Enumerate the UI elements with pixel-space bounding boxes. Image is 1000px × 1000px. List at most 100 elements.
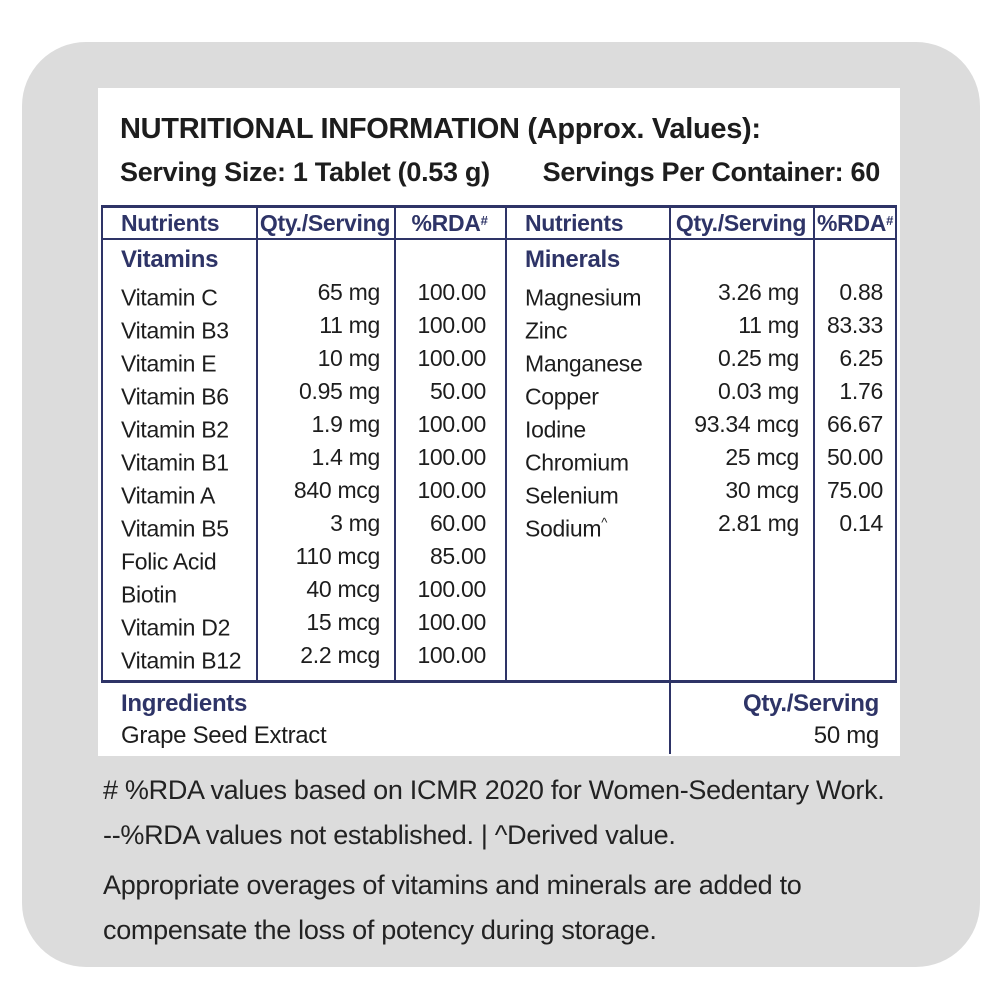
nutrient-row: Vitamin B12 2.2 mcg 100.00 [101, 639, 505, 674]
ingredients-label: Ingredients [121, 690, 248, 717]
servings-per-container: Servings Per Container: 60 [542, 157, 881, 187]
nutrition-card: NUTRITIONAL INFORMATION (Approx. Values)… [98, 88, 900, 756]
nutrient-rda: 85.00 [429, 543, 486, 569]
ingredient-row: Grape Seed Extract 50 mg [101, 719, 897, 753]
nutrient-row: Vitamin A 840 mcg 100.00 [101, 474, 505, 509]
nutrient-rda: 100.00 [417, 477, 486, 503]
nutrient-qty: 1.9 mg [311, 411, 380, 437]
nutrient-row: Copper 0.03 mg 1.76 [505, 375, 897, 410]
rda-hash-mark: # [886, 213, 894, 228]
nutrient-row: Vitamin B6 0.95 mg 50.00 [101, 375, 505, 410]
nutrient-rda: 66.67 [826, 411, 883, 437]
nutrient-row: Sodium^ 2.81 mg 0.14 [505, 507, 897, 542]
nutrient-rda: 6.25 [839, 345, 883, 371]
nutrient-qty: 93.34 mcg [694, 411, 799, 437]
footnote-overages-line2: compensate the loss of potency during st… [103, 915, 657, 945]
nutrient-row: Vitamin E 10 mg 100.00 [101, 342, 505, 377]
nutrient-name: Vitamin B1 [121, 449, 229, 476]
nutrient-rda: 50.00 [826, 444, 883, 470]
nutrient-row: Vitamin B1 1.4 mg 100.00 [101, 441, 505, 476]
nutrient-rda: 50.00 [429, 378, 486, 404]
footnotes: # %RDA values based on ICMR 2020 for Wom… [103, 768, 963, 953]
nutrient-rda: 75.00 [826, 477, 883, 503]
minerals-section: Minerals Magnesium 3.26 mg 0.88 Zinc [505, 240, 897, 680]
nutrient-qty: 11 mg [738, 312, 799, 338]
nutrient-name: Selenium [525, 482, 619, 509]
nutrient-row: Vitamin D2 15 mcg 100.00 [101, 606, 505, 641]
nutrient-row: Manganese 0.25 mg 6.25 [505, 342, 897, 377]
column-header-rda-left: %RDA# [411, 210, 488, 236]
nutrient-qty: 0.95 mg [298, 378, 380, 404]
serving-size: Serving Size: 1 Tablet (0.53 g) [120, 157, 490, 187]
nutrition-table: Nutrients Qty./Serving %RDA# Nutrients Q… [101, 205, 897, 680]
nutrient-qty: 0.03 mg [717, 378, 799, 404]
nutrient-rda: 100.00 [417, 312, 486, 338]
column-divider [256, 205, 258, 680]
nutrient-name: Vitamin B6 [121, 383, 229, 410]
nutrient-row: Vitamin C 65 mg 100.00 [101, 276, 505, 311]
ingredients-header-row: Ingredients Qty./Serving [101, 683, 897, 719]
footnote-overages-line1: Appropriate overages of vitamins and min… [103, 870, 802, 900]
ingredients-rows: Grape Seed Extract 50 mg [101, 719, 897, 753]
column-header-qty-right: Qty./Serving [675, 210, 807, 236]
label-panel: NUTRITIONAL INFORMATION (Approx. Values)… [22, 42, 980, 967]
nutrient-name: Magnesium [525, 284, 642, 311]
nutrient-row: Vitamin B5 3 mg 60.00 [101, 507, 505, 542]
nutrient-qty: 2.2 mcg [300, 642, 380, 668]
nutrient-qty: 3 mg [330, 510, 380, 536]
nutrient-name: Manganese [525, 350, 643, 377]
column-divider [394, 205, 396, 680]
nutrient-name: Zinc [525, 317, 568, 344]
nutrient-name: Vitamin B12 [121, 647, 242, 674]
group-header-vitamins: Vitamins [121, 246, 219, 273]
nutrient-qty: 30 mcg [725, 477, 799, 503]
nutrient-row: Vitamin B3 11 mg 100.00 [101, 309, 505, 344]
footnote-not-established: --%RDA values not established. | ^Derive… [103, 820, 676, 850]
nutrient-row: Vitamin B2 1.9 mg 100.00 [101, 408, 505, 443]
nutrient-row: Chromium 25 mcg 50.00 [505, 441, 897, 476]
nutrient-qty: 3.26 mg [717, 279, 799, 305]
vitamins-rows: Vitamin C 65 mg 100.00 Vitamin B3 11 mg … [101, 276, 505, 674]
nutrient-name: Vitamin D2 [121, 614, 231, 641]
vitamins-section: Vitamins Vitamin C 65 mg 100.00 Vitamin … [101, 240, 505, 680]
nutrient-rda: 100.00 [417, 576, 486, 602]
nutrient-name: Biotin [121, 581, 177, 608]
nutrient-name: Vitamin B2 [121, 416, 229, 443]
nutrient-qty: 2.81 mg [717, 510, 799, 536]
nutrient-qty: 110 mcg [295, 543, 381, 569]
nutrient-name: Chromium [525, 449, 629, 476]
column-divider [813, 205, 815, 680]
ingredient-qty: 50 mg [813, 722, 880, 749]
group-header-minerals: Minerals [525, 246, 620, 273]
table-top-border [101, 205, 897, 208]
ingredients-section: Ingredients Qty./Serving Grape Seed Extr… [101, 680, 897, 754]
nutrient-name: Vitamin E [121, 350, 217, 377]
nutrient-rda: 100.00 [417, 609, 486, 635]
ingredients-divider [669, 683, 671, 754]
nutrient-qty: 11 mg [319, 312, 380, 338]
table-body: Vitamins Vitamin C 65 mg 100.00 Vitamin … [101, 240, 897, 680]
minerals-rows: Magnesium 3.26 mg 0.88 Zinc 11 mg 83.33 [505, 276, 897, 542]
nutrient-row: Zinc 11 mg 83.33 [505, 309, 897, 344]
column-header-qty-left: Qty./Serving [259, 210, 391, 236]
nutrient-qty: 840 mcg [293, 477, 380, 503]
derived-value-mark: ^ [601, 515, 607, 530]
column-header-rda-right: %RDA# [816, 210, 894, 236]
footnote-rda-basis: # %RDA values based on ICMR 2020 for Wom… [103, 775, 885, 805]
nutrient-rda: 0.88 [839, 279, 883, 305]
table-border-right [895, 205, 897, 680]
nutrient-rda: 100.00 [417, 345, 486, 371]
nutrient-name: Folic Acid [121, 548, 217, 575]
nutrient-rda: 100.00 [417, 411, 486, 437]
nutrient-rda: 1.76 [839, 378, 883, 404]
rda-hash-mark: # [480, 213, 488, 228]
nutrient-qty: 40 mcg [306, 576, 380, 602]
nutrient-name: Vitamin A [121, 482, 216, 509]
nutrient-row: Selenium 30 mcg 75.00 [505, 474, 897, 509]
nutrient-name: Vitamin B3 [121, 317, 229, 344]
nutrient-rda: 60.00 [429, 510, 486, 536]
nutrient-qty: 15 mcg [306, 609, 380, 635]
nutrient-name: Vitamin B5 [121, 515, 229, 542]
ingredient-name: Grape Seed Extract [121, 722, 327, 749]
nutrient-rda: 100.00 [417, 642, 486, 668]
